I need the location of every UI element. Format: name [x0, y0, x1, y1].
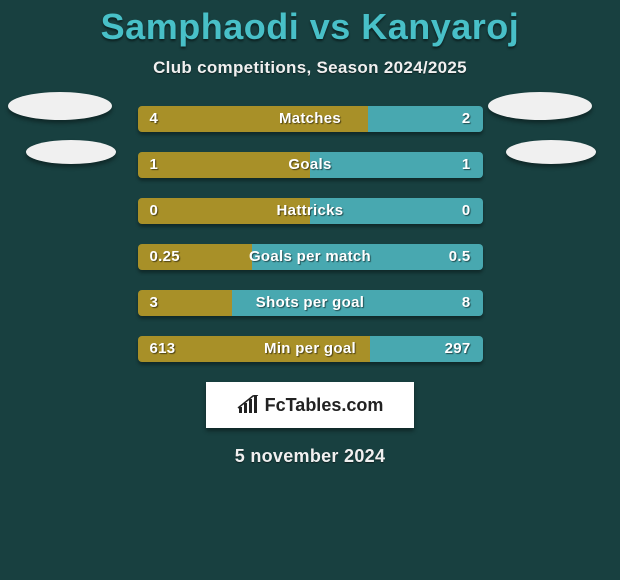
metric-label: Matches [138, 106, 483, 132]
page-title: Samphaodi vs Kanyaroj [0, 0, 620, 48]
metric-label: Min per goal [138, 336, 483, 362]
metric-label: Hattricks [138, 198, 483, 224]
metric-label: Shots per goal [138, 290, 483, 316]
metric-label: Goals [138, 152, 483, 178]
player-disc [506, 140, 596, 164]
player-disc [26, 140, 116, 164]
comparison-chart: 42Matches 11Goals 00Hattricks 0.250.5Goals … [0, 106, 620, 362]
stat-row: 38Shots per goal [138, 290, 483, 316]
player-disc [8, 92, 112, 120]
date-label: 5 november 2024 [0, 446, 620, 467]
stat-row: 00Hattricks [138, 198, 483, 224]
metric-label: Goals per match [138, 244, 483, 270]
stat-row: 613297Min per goal [138, 336, 483, 362]
source-badge: FcTables.com [206, 382, 414, 428]
player-disc [488, 92, 592, 120]
source-badge-text: FcTables.com [265, 395, 384, 416]
stat-row: 42Matches [138, 106, 483, 132]
subtitle: Club competitions, Season 2024/2025 [0, 58, 620, 78]
stat-row: 0.250.5Goals per match [138, 244, 483, 270]
stat-row: 11Goals [138, 152, 483, 178]
bar-chart-icon [237, 395, 259, 415]
